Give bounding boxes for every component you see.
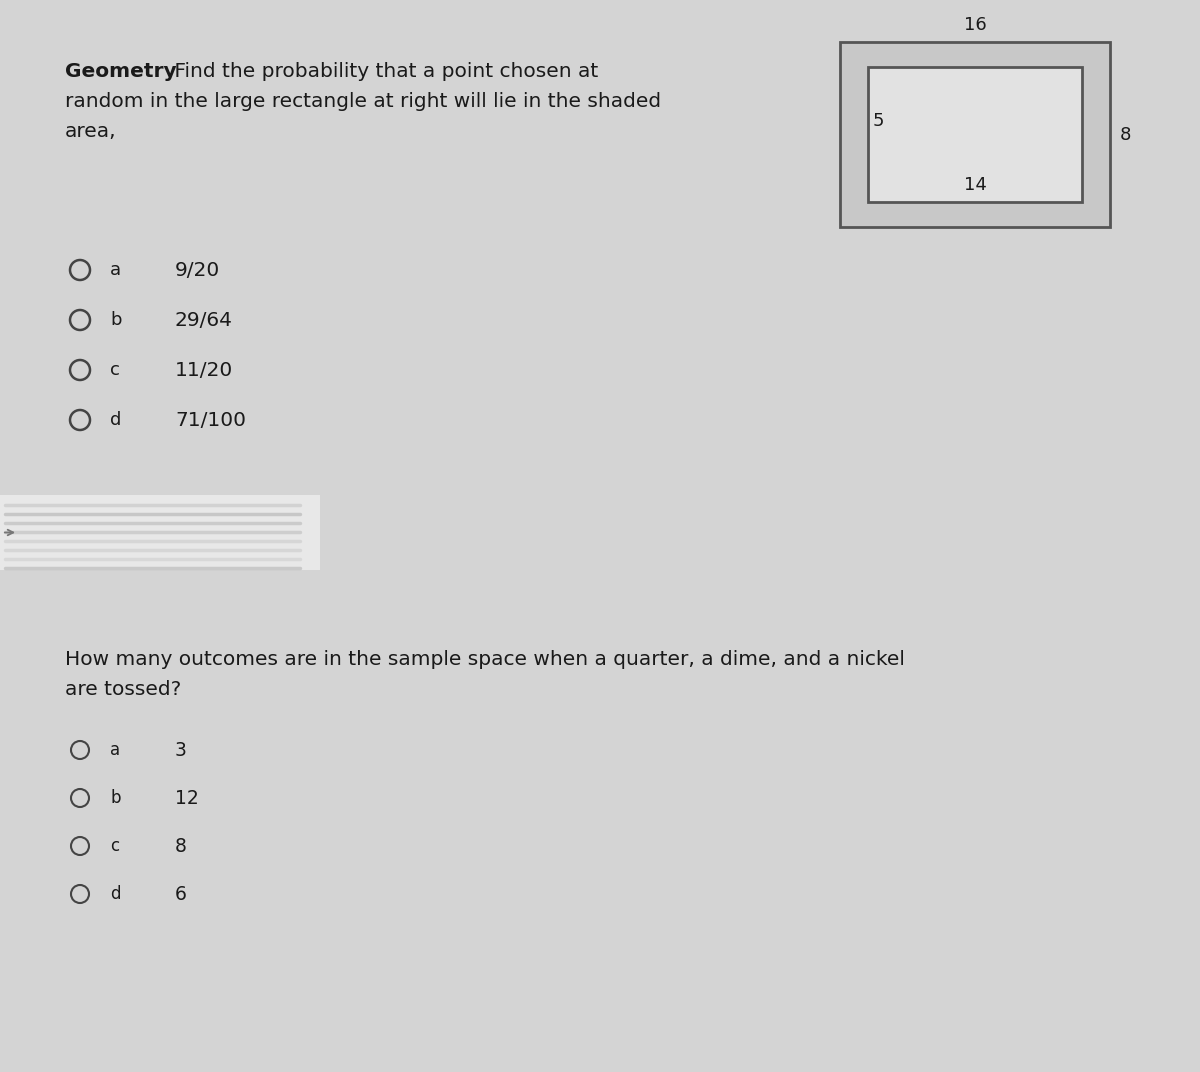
Text: 8: 8 bbox=[1120, 125, 1132, 144]
Text: d: d bbox=[110, 411, 121, 429]
Bar bbox=[0, 495, 320, 570]
Text: b: b bbox=[110, 789, 120, 807]
Bar bbox=[840, 42, 1110, 227]
Text: 8: 8 bbox=[175, 836, 187, 855]
Text: 6: 6 bbox=[175, 884, 187, 904]
Text: b: b bbox=[110, 311, 121, 329]
Text: 11/20: 11/20 bbox=[175, 360, 233, 379]
Text: 71/100: 71/100 bbox=[175, 411, 246, 430]
Text: 5: 5 bbox=[874, 111, 884, 130]
Text: 16: 16 bbox=[964, 16, 986, 34]
Text: c: c bbox=[110, 837, 119, 855]
Text: are tossed?: are tossed? bbox=[65, 680, 181, 699]
Text: d: d bbox=[110, 885, 120, 903]
Text: a: a bbox=[110, 260, 121, 279]
Text: Geometry: Geometry bbox=[65, 62, 176, 81]
Text: a: a bbox=[110, 741, 120, 759]
Bar bbox=[868, 66, 1082, 202]
Text: 12: 12 bbox=[175, 789, 199, 807]
Text: 9/20: 9/20 bbox=[175, 260, 221, 280]
Text: Find the probability that a point chosen at: Find the probability that a point chosen… bbox=[168, 62, 599, 81]
Text: area,: area, bbox=[65, 122, 116, 142]
Text: 29/64: 29/64 bbox=[175, 311, 233, 329]
Text: How many outcomes are in the sample space when a quarter, a dime, and a nickel: How many outcomes are in the sample spac… bbox=[65, 650, 905, 669]
Text: c: c bbox=[110, 361, 120, 379]
Text: 3: 3 bbox=[175, 741, 187, 759]
Text: 14: 14 bbox=[964, 176, 986, 194]
Text: random in the large rectangle at right will lie in the shaded: random in the large rectangle at right w… bbox=[65, 92, 661, 111]
